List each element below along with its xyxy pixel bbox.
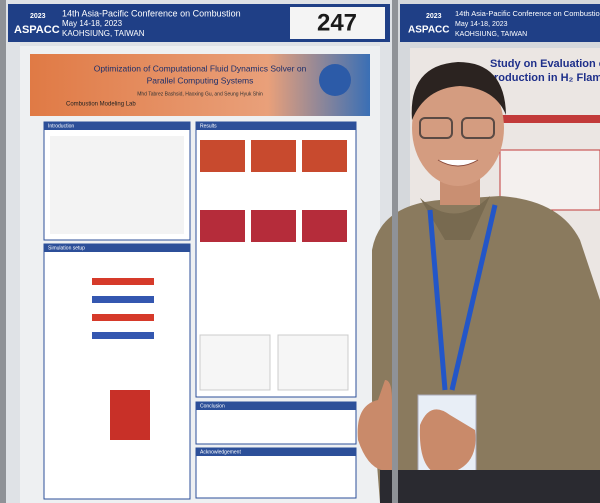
panel-header (196, 448, 356, 456)
section-title: Acknowledgement (200, 449, 241, 455)
board-number: 247 (317, 9, 357, 36)
conference-dates: May 14-18, 2023 (455, 21, 508, 28)
figure (92, 296, 154, 303)
figure (200, 210, 245, 242)
smile (437, 159, 479, 167)
figure (92, 314, 154, 321)
right-header (400, 4, 600, 42)
figure (251, 140, 296, 172)
number-box (290, 7, 385, 39)
conference-name: 14th Asia-Pacific Conference on Combusti… (62, 8, 241, 18)
conference-location: KAOHSIUNG, TAIWAN (455, 31, 527, 38)
panel-header (196, 402, 356, 410)
figure (302, 140, 347, 172)
glasses (461, 117, 495, 139)
figure (92, 278, 154, 285)
board-edge (0, 0, 6, 503)
left-hand (357, 380, 392, 471)
panel-header (500, 115, 600, 123)
figure (302, 210, 347, 242)
face (412, 70, 504, 186)
figure (277, 334, 349, 391)
conference-dates: May 14-18, 2023 (62, 19, 123, 28)
logo-year: 2023 (30, 13, 46, 20)
panel-header (44, 122, 190, 130)
panel-header (196, 122, 356, 130)
collar (420, 196, 490, 240)
conference-location: KAOHSIUNG, TAIWAN (62, 29, 145, 38)
section-title: Introduction (48, 123, 74, 129)
glasses (419, 117, 453, 139)
logo: ASPACC (14, 24, 60, 36)
section-title: Conclusion (200, 403, 225, 409)
figure (200, 140, 245, 172)
lab-name: Combustion Modeling Lab (66, 102, 136, 108)
text-block (50, 136, 184, 234)
figure (199, 334, 271, 391)
poster-logo (319, 64, 351, 96)
lanyard (427, 204, 498, 391)
board-edge (392, 0, 398, 503)
figure (92, 332, 154, 339)
section-title: Results (200, 123, 217, 129)
right-hand (419, 409, 476, 475)
conference-name: 14th Asia-Pacific Conference on Combusti… (455, 9, 600, 18)
right-poster-title: roduction in H₂ Flam (494, 72, 600, 84)
poster-title: Parallel Computing Systems (147, 75, 254, 85)
figure (110, 390, 150, 440)
logo-year: 2023 (426, 13, 442, 20)
right-poster-title: Study on Evaluation of Ope (490, 58, 600, 70)
poster-title: Optimization of Computational Fluid Dyna… (94, 63, 307, 73)
panel (195, 447, 357, 499)
trousers (380, 470, 600, 503)
hair (411, 62, 506, 120)
poster-authors: Mhd Tabrez Bashsid, Haoxing Gu, and Seun… (137, 91, 263, 97)
panel-header (44, 244, 190, 252)
logo: ASPACC (408, 25, 449, 36)
figure (251, 210, 296, 242)
poster-banner (30, 54, 370, 116)
panel (43, 243, 191, 500)
section-title: Simulation setup (48, 245, 85, 251)
